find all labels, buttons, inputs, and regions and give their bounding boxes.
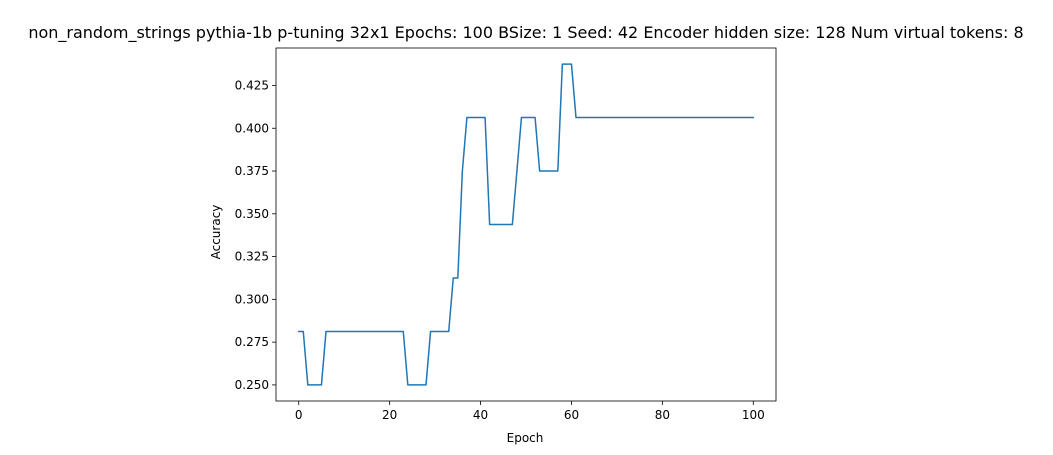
y-tick-label-3: 0.325: [235, 250, 269, 264]
y-tick-label-4: 0.350: [235, 207, 269, 221]
y-tick-label-2: 0.300: [235, 292, 269, 306]
x-tick-label-0: 0: [295, 408, 303, 422]
y-tick-label-7: 0.425: [235, 78, 269, 92]
x-tick-label-100: 100: [742, 408, 765, 422]
x-tick-label-60: 60: [564, 408, 579, 422]
x-axis-label: Epoch: [507, 431, 544, 445]
plot-area: [275, 47, 777, 402]
axis-ticks: 0 20 40 60 80 100 0.250 0.275 0.300 0.325 0.350 0.3…: [235, 78, 765, 422]
chart-title: non_random_strings pythia-1b p-tuning 32…: [28, 23, 1023, 43]
y-tick-label-1: 0.275: [235, 335, 269, 349]
y-tick-label-0: 0.250: [235, 378, 269, 392]
x-tick-label-20: 20: [382, 408, 397, 422]
y-tick-label-5: 0.375: [235, 164, 269, 178]
x-tick-label-40: 40: [473, 408, 488, 422]
y-axis-label: Accuracy: [209, 205, 223, 260]
y-tick-label-6: 0.400: [235, 121, 269, 135]
series-line-0: [297, 63, 755, 386]
plot-frame: [275, 47, 777, 402]
x-tick-label-80: 80: [655, 408, 670, 422]
